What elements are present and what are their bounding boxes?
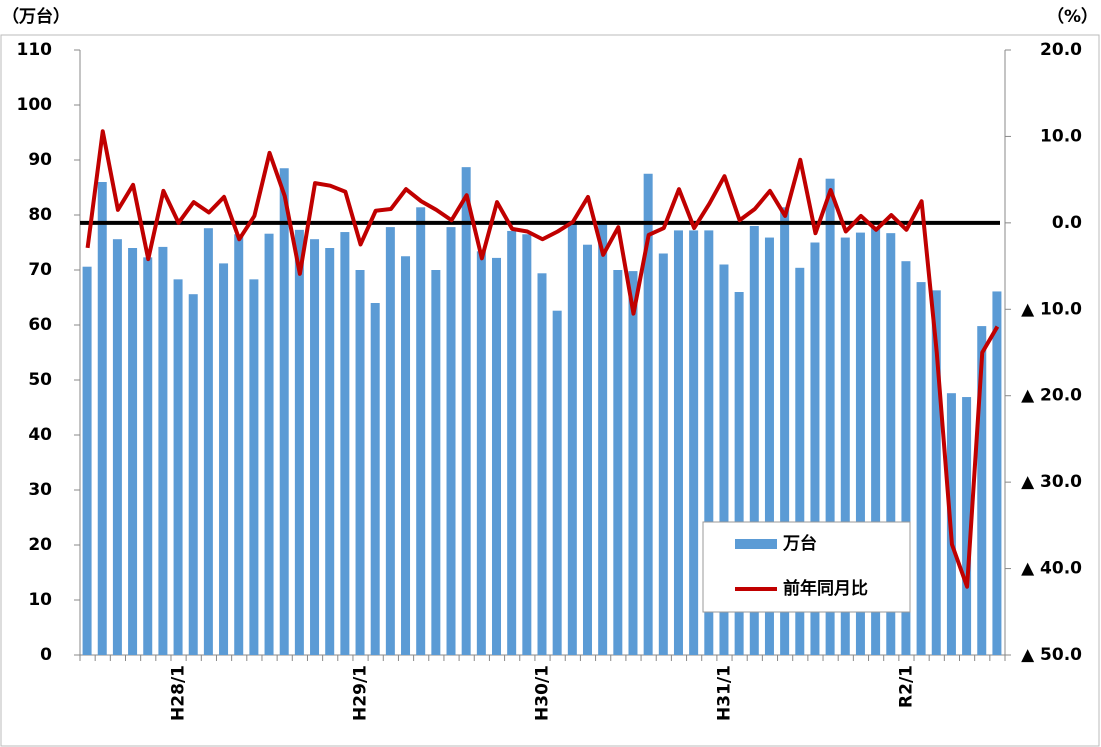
bar bbox=[264, 233, 274, 655]
x-tick-label: R2/1 bbox=[896, 665, 916, 708]
bar bbox=[992, 291, 1002, 655]
bar bbox=[962, 397, 972, 655]
bar bbox=[886, 233, 896, 655]
bar bbox=[931, 290, 941, 655]
legend-box bbox=[702, 521, 911, 613]
bar bbox=[112, 239, 122, 655]
y2-tick-label: ▲ 10.0 bbox=[1021, 299, 1082, 319]
bar bbox=[643, 173, 653, 655]
x-tick-label: H30/1 bbox=[533, 665, 553, 721]
bar bbox=[249, 279, 259, 655]
bar bbox=[871, 227, 881, 655]
bar bbox=[522, 234, 532, 655]
y-tick-label: 20 bbox=[28, 535, 52, 555]
y2-tick-label: ▲ 50.0 bbox=[1021, 645, 1082, 665]
y-tick-label: 40 bbox=[28, 425, 52, 445]
bar bbox=[825, 178, 835, 655]
chart-frame bbox=[0, 34, 1100, 747]
bar bbox=[658, 253, 668, 655]
bar bbox=[385, 227, 395, 655]
bar bbox=[537, 273, 547, 655]
bar bbox=[128, 248, 138, 655]
y-tick-label: 90 bbox=[28, 150, 52, 170]
bar bbox=[507, 230, 517, 655]
bar bbox=[294, 229, 304, 655]
y2-tick-label: ▲ 30.0 bbox=[1021, 472, 1082, 492]
bar bbox=[492, 257, 502, 655]
bar bbox=[916, 282, 926, 655]
bar bbox=[158, 246, 168, 655]
bar bbox=[325, 248, 335, 655]
y-tick-label: 10 bbox=[28, 590, 52, 610]
legend-label: 万台 bbox=[782, 533, 817, 554]
bar bbox=[97, 182, 107, 655]
bar bbox=[840, 237, 850, 656]
y-tick-label: 70 bbox=[28, 260, 52, 280]
bar bbox=[219, 263, 229, 655]
bar bbox=[82, 266, 92, 655]
bar bbox=[598, 224, 608, 655]
bar bbox=[552, 310, 562, 655]
y2-tick-label: ▲ 20.0 bbox=[1021, 386, 1082, 406]
y-tick-label: 50 bbox=[28, 370, 52, 390]
bar bbox=[143, 257, 153, 655]
bar bbox=[416, 207, 426, 656]
bar bbox=[446, 227, 456, 655]
bar bbox=[810, 242, 820, 655]
bar bbox=[582, 244, 592, 655]
bar bbox=[188, 294, 198, 655]
bar bbox=[704, 230, 714, 655]
bar bbox=[234, 234, 244, 655]
bar bbox=[673, 230, 683, 655]
y2-axis-label: （%） bbox=[1047, 6, 1098, 27]
bar bbox=[734, 292, 744, 655]
bar bbox=[719, 264, 729, 655]
bar bbox=[476, 251, 486, 656]
y2-tick-label: ▲ 40.0 bbox=[1021, 559, 1082, 579]
bar bbox=[567, 223, 577, 655]
bar bbox=[795, 267, 805, 655]
y-tick-label: 30 bbox=[28, 480, 52, 500]
line bbox=[85, 129, 1000, 589]
bar bbox=[901, 261, 911, 655]
bar bbox=[203, 228, 213, 655]
y2-tick-label: 0.0 bbox=[1052, 213, 1082, 233]
y-axis-label: （万台） bbox=[2, 6, 70, 27]
bar bbox=[173, 279, 183, 655]
y-tick-label: 110 bbox=[17, 40, 53, 60]
y2-tick-label: 20.0 bbox=[1040, 40, 1082, 60]
bar bbox=[461, 167, 471, 655]
bar bbox=[780, 207, 790, 656]
x-tick-label: H29/1 bbox=[351, 665, 371, 721]
y-tick-label: 0 bbox=[40, 645, 52, 665]
x-tick-label: H28/1 bbox=[169, 665, 189, 721]
y-tick-label: 100 bbox=[17, 95, 53, 115]
bar bbox=[689, 230, 699, 655]
y-tick-label: 60 bbox=[28, 315, 52, 335]
bar bbox=[764, 237, 774, 656]
bar bbox=[401, 256, 411, 655]
legend-label: 前年同月比 bbox=[783, 578, 868, 599]
bar bbox=[977, 326, 987, 655]
y2-tick-label: 10.0 bbox=[1040, 126, 1082, 146]
bar bbox=[613, 270, 623, 655]
legend-swatch bbox=[735, 539, 777, 549]
bar bbox=[431, 270, 441, 655]
bar bbox=[370, 303, 380, 655]
bar bbox=[355, 270, 365, 655]
bar bbox=[340, 232, 350, 656]
bar bbox=[855, 232, 865, 655]
bar bbox=[310, 239, 320, 655]
bar bbox=[279, 168, 289, 655]
y-tick-label: 80 bbox=[28, 205, 52, 225]
bar bbox=[749, 226, 759, 655]
bar bbox=[628, 271, 638, 655]
x-tick-label: H31/1 bbox=[714, 665, 734, 721]
